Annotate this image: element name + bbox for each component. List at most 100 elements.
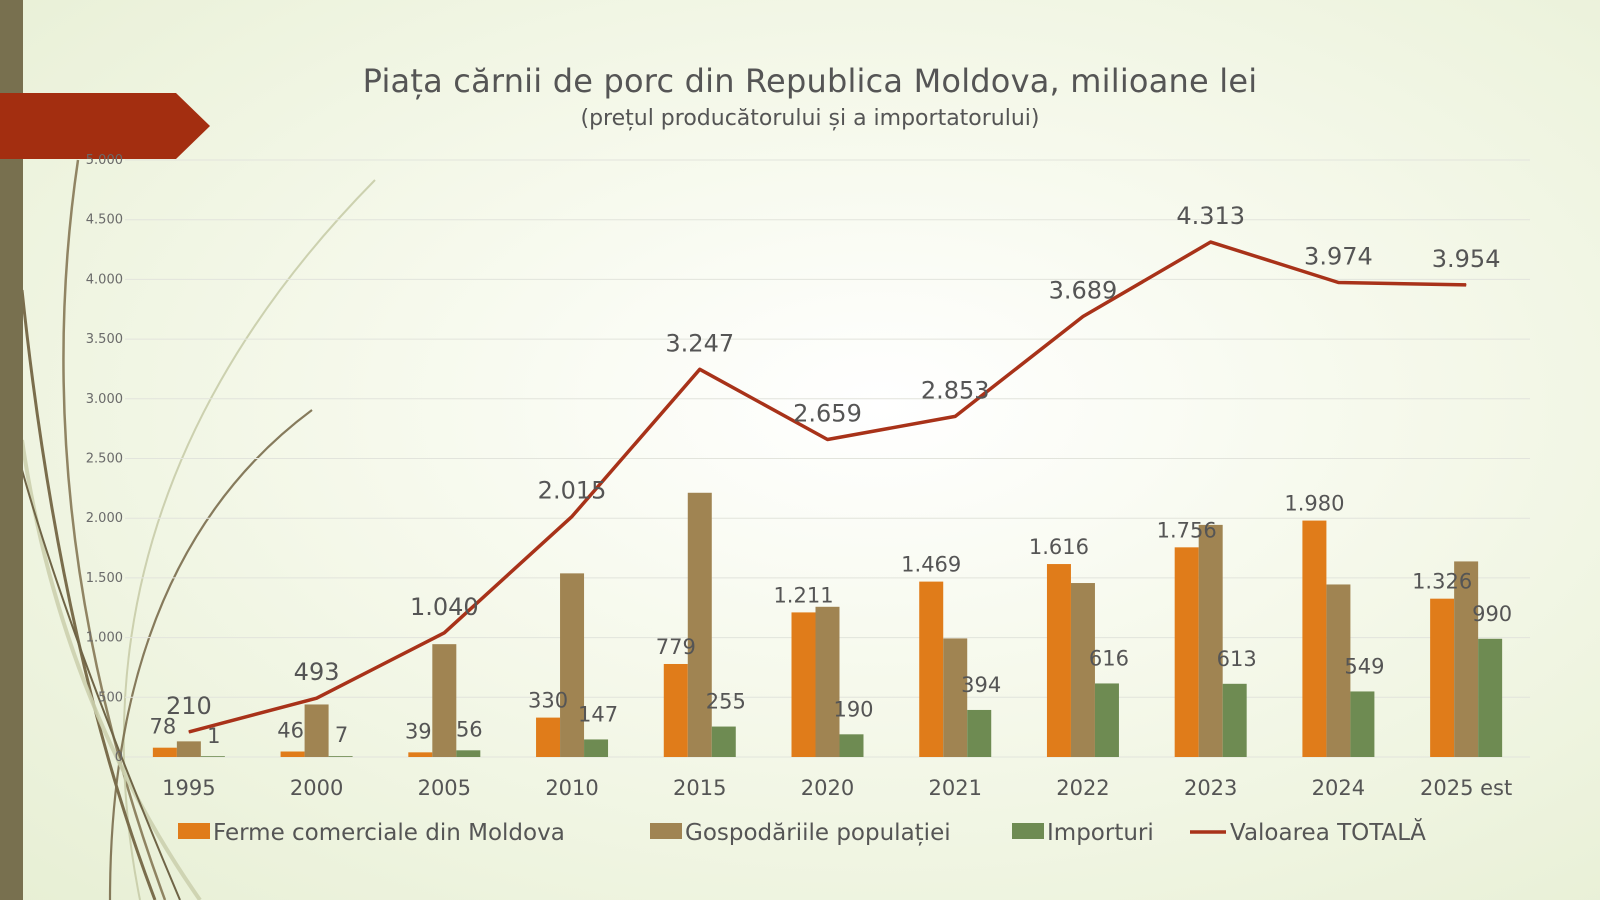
data-label: 1.326 (1412, 570, 1472, 594)
data-label: 1.756 (1157, 518, 1217, 542)
decorative-curves (20, 159, 376, 900)
bar (839, 734, 864, 757)
legend-swatch (650, 823, 682, 839)
data-label: 147 (578, 702, 618, 726)
line-point (443, 632, 445, 634)
y-tick-label: 4.000 (86, 272, 123, 287)
y-tick-label: 5.000 (86, 153, 123, 168)
data-label: 3.954 (1432, 245, 1501, 273)
bar (152, 747, 177, 757)
data-label: 46 (277, 719, 304, 743)
data-label: 990 (1472, 602, 1512, 626)
bar (815, 606, 840, 757)
y-axis: 0 500 1.000 1.500 2.000 2.500 3.000 3.500 4.000 4… (86, 153, 123, 765)
bar (328, 756, 353, 757)
line-point (571, 515, 573, 517)
bar (304, 704, 329, 757)
x-tick-label: 2025 est (1420, 776, 1512, 800)
bar (280, 751, 305, 757)
x-tick-label: 2023 (1184, 776, 1237, 800)
data-label: 4.313 (1176, 202, 1245, 230)
data-label: 493 (294, 658, 340, 686)
data-label: 7 (335, 723, 348, 747)
x-tick-label: 2005 (418, 776, 471, 800)
x-tick-label: 2022 (1056, 776, 1109, 800)
data-label: 394 (961, 673, 1001, 697)
y-tick-label: 1.500 (86, 571, 123, 586)
bar (791, 612, 816, 757)
bar (176, 741, 201, 757)
bars (152, 492, 1503, 757)
x-tick-label: 2024 (1312, 776, 1365, 800)
bar (432, 644, 457, 757)
line-point (188, 731, 190, 733)
bar (1430, 598, 1455, 757)
data-label: 613 (1217, 647, 1257, 671)
y-tick-label: 2.000 (86, 511, 123, 526)
line-point (1465, 284, 1467, 286)
legend-label: Valoarea TOTALĂ (1230, 818, 1426, 846)
data-label: 190 (833, 697, 873, 721)
x-tick-label: 2021 (929, 776, 982, 800)
y-tick-label: 1.000 (86, 631, 123, 646)
left-accent-bar (0, 0, 23, 900)
legend-label: Ferme comerciale din Moldova (213, 820, 565, 846)
bar (1222, 683, 1247, 757)
bar (1350, 691, 1375, 757)
data-label: 616 (1089, 646, 1129, 670)
line-point (954, 415, 956, 417)
data-label: 78 (149, 715, 176, 739)
line-point (699, 368, 701, 370)
y-tick-label: 500 (98, 690, 123, 705)
bar (1198, 524, 1223, 757)
arrow-banner (0, 93, 210, 159)
data-label: 2.015 (538, 476, 607, 504)
line-point (1210, 241, 1212, 243)
data-label: 56 (456, 717, 483, 741)
data-label: 3.247 (665, 329, 734, 357)
y-tick-label: 3.000 (86, 392, 123, 407)
data-label: 779 (656, 635, 696, 659)
line-point (827, 439, 828, 441)
legend-label: Gospodăriile populației (685, 820, 951, 846)
bar (536, 717, 561, 757)
total-line (188, 240, 1467, 734)
data-label: 3.974 (1304, 243, 1373, 271)
line-point (1082, 316, 1084, 318)
data-label: 1.616 (1029, 535, 1089, 559)
legend-swatch (1012, 823, 1044, 839)
bar (1302, 520, 1327, 757)
chart-title: Piața cărnii de porc din Republica Moldo… (362, 62, 1258, 100)
bar (1326, 584, 1351, 757)
data-labels: 78 46 39 330 779 1.211 1.469 1.616 1.756 1.980 1.3… (149, 202, 1512, 748)
x-tick-label: 2010 (545, 776, 598, 800)
bar (1046, 564, 1071, 757)
data-label: 2.659 (793, 400, 862, 428)
gridlines (125, 159, 1530, 758)
data-label: 210 (166, 692, 212, 720)
y-tick-label: 3.500 (86, 332, 123, 347)
data-label: 39 (405, 719, 432, 743)
legend: Ferme comerciale din Moldova Gospodăriile… (178, 818, 1426, 846)
bar (1070, 583, 1095, 757)
bar (456, 750, 481, 757)
data-label: 255 (706, 690, 746, 714)
x-tick-label: 2015 (673, 776, 726, 800)
data-label: 1.469 (901, 553, 961, 577)
bar (687, 492, 712, 757)
x-tick-label: 1995 (162, 776, 215, 800)
legend-swatch (178, 823, 210, 839)
chart-subtitle: (prețul producătorului și a importatorul… (580, 106, 1040, 131)
data-label: 1.040 (410, 593, 479, 621)
bar (1094, 683, 1119, 757)
bar (408, 752, 433, 757)
data-label: 1.211 (773, 583, 833, 607)
bar (943, 638, 968, 757)
bar (584, 739, 609, 757)
x-tick-label: 2020 (801, 776, 854, 800)
bar (560, 573, 585, 757)
x-tick-label: 2000 (290, 776, 343, 800)
bar (1454, 561, 1479, 757)
